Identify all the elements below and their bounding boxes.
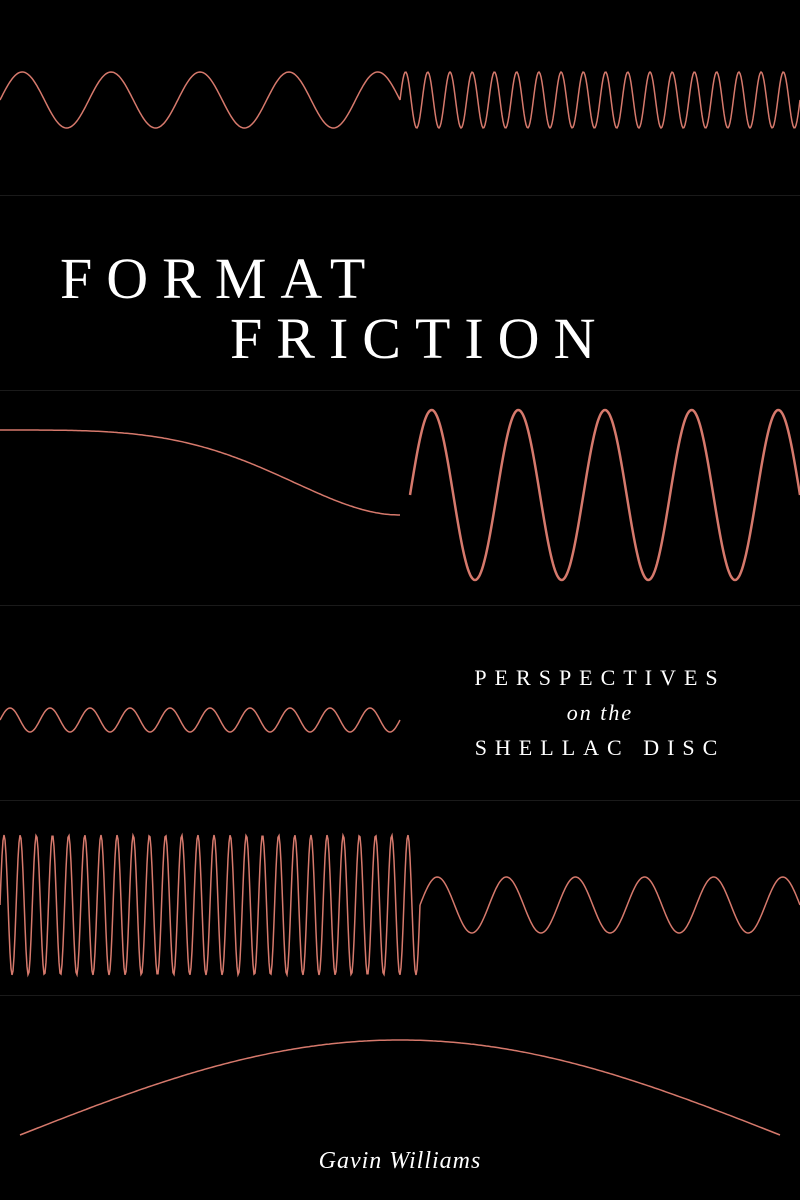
waveform-segment — [410, 410, 800, 580]
waveform-segment — [420, 877, 800, 933]
author-name: Gavin Williams — [0, 1148, 800, 1175]
waveform-segment — [0, 430, 400, 515]
subtitle-line-1: PERSPECTIVES — [430, 660, 770, 695]
waveform-segment — [0, 835, 420, 975]
book-subtitle: PERSPECTIVES on the SHELLAC DISC — [430, 660, 770, 766]
book-title: FORMAT — [60, 245, 379, 312]
book-title: FRICTION — [230, 305, 609, 372]
waveform-segment — [0, 72, 400, 128]
title-line-1: FORMAT — [60, 245, 379, 312]
waveform-segment — [20, 1040, 780, 1135]
waveform-segment — [0, 708, 400, 732]
waveform-segment — [400, 72, 800, 128]
waveform-graphics — [0, 0, 800, 1200]
title-line-2: FRICTION — [230, 305, 609, 372]
subtitle-line-2: on the — [430, 695, 770, 730]
subtitle-line-3: SHELLAC DISC — [430, 730, 770, 765]
